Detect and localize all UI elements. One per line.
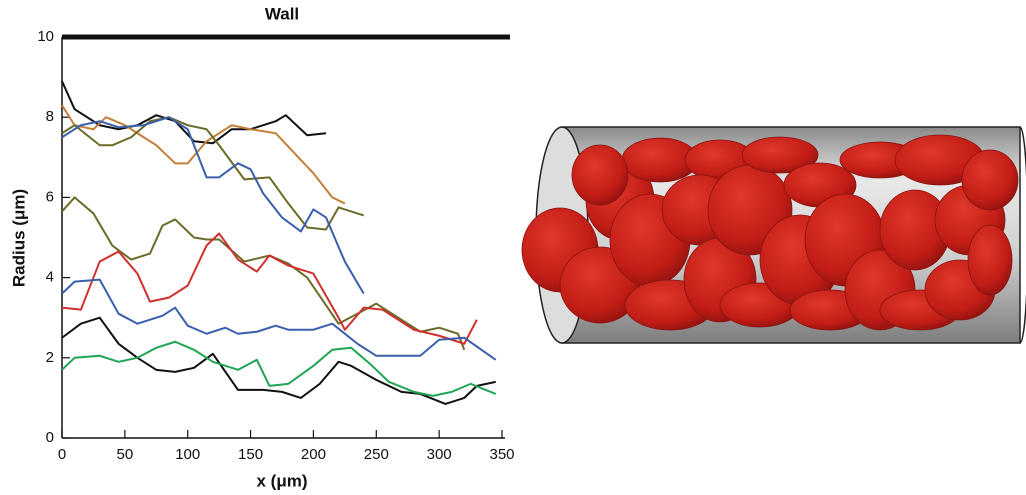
series-line bbox=[61, 278, 497, 361]
plot-area: 0 50 100 150 200 250 300 350 0 2 4 6 8 10 bbox=[37, 28, 514, 463]
y-tick-label: 6 bbox=[46, 188, 54, 205]
y-tick-label: 2 bbox=[46, 349, 54, 366]
x-tick-label: 200 bbox=[301, 446, 326, 463]
vessel-illustration bbox=[521, 126, 1026, 344]
series-line bbox=[61, 116, 365, 231]
y-tick-label: 8 bbox=[46, 108, 54, 125]
x-tick-label: 250 bbox=[364, 446, 389, 463]
series-line bbox=[61, 104, 346, 205]
series-line bbox=[61, 340, 497, 397]
red-cells bbox=[521, 134, 1019, 331]
series-line bbox=[61, 316, 496, 405]
series-line bbox=[61, 80, 327, 145]
y-tick-label: 10 bbox=[37, 28, 54, 45]
series-line bbox=[61, 232, 478, 345]
series-line bbox=[61, 196, 466, 351]
x-tick-label: 0 bbox=[58, 446, 66, 463]
x-tick-label: 350 bbox=[489, 446, 514, 463]
x-tick-label: 150 bbox=[238, 446, 263, 463]
y-tick-label: 0 bbox=[46, 429, 54, 446]
x-tick-label: 50 bbox=[117, 446, 134, 463]
x-tick-label: 100 bbox=[175, 446, 200, 463]
y-axis-label: Radius (μm) bbox=[9, 189, 28, 287]
x-axis-label: x (μm) bbox=[256, 471, 307, 490]
y-tick-label: 4 bbox=[46, 269, 54, 286]
x-tick-label: 300 bbox=[427, 446, 452, 463]
tube-rim bbox=[1019, 126, 1026, 344]
chart-title: Wall bbox=[265, 4, 299, 23]
series-line bbox=[61, 116, 365, 295]
